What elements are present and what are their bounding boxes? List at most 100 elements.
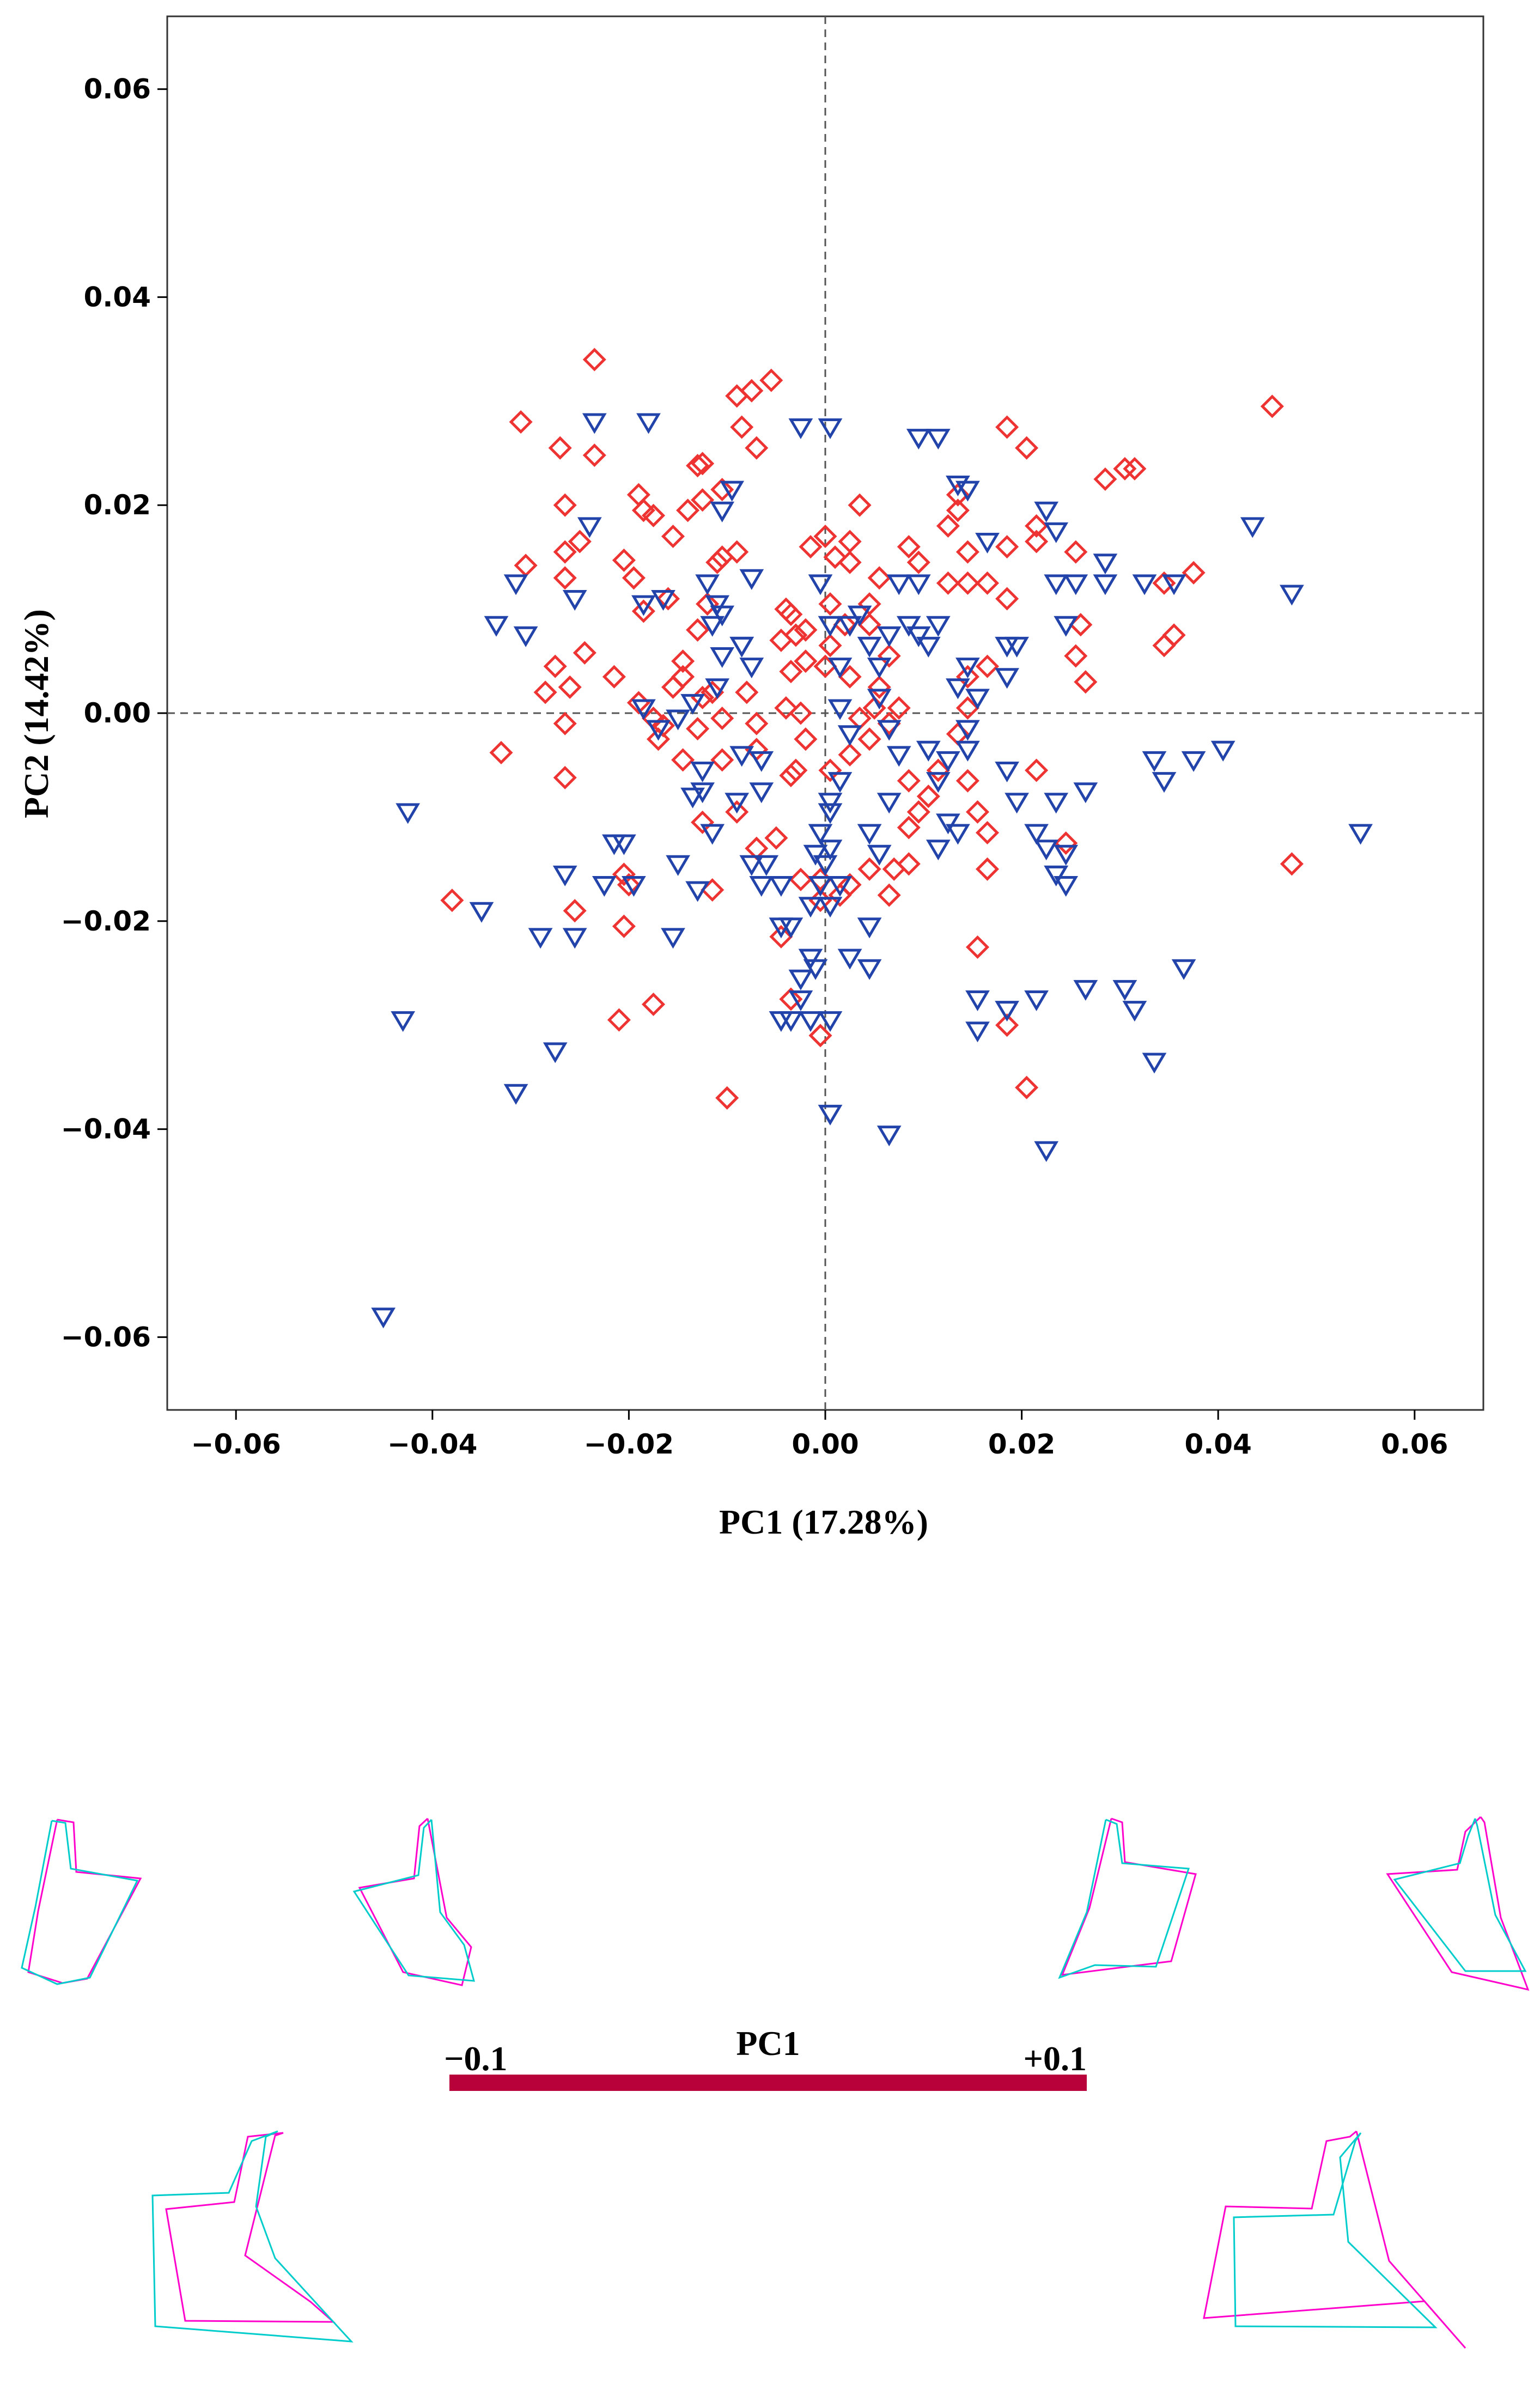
triangle-point (720, 481, 745, 502)
diamond-point (725, 800, 749, 824)
triangle-point (798, 1011, 823, 1032)
triangle-point (936, 751, 960, 772)
diamond-point (701, 680, 725, 704)
triangle-point (739, 569, 764, 590)
x-tick-label: 0.04 (1185, 1428, 1252, 1460)
triangle-point (484, 616, 509, 637)
triangle-point (1073, 980, 1098, 1001)
triangle-point (975, 533, 1000, 554)
diamond-point (975, 571, 1000, 595)
diamond-point (1015, 1075, 1039, 1099)
diamond-point (730, 415, 754, 439)
y-axis-ticks: 0.06 0.04 0.02 0.00 −0.02 −0.04 −0.06 (61, 74, 167, 1353)
x-axis-label: PC1 (17.28%) (719, 1503, 928, 1541)
triangle-point (906, 429, 931, 450)
diamond-point (916, 785, 940, 808)
diamond-point (828, 883, 852, 907)
diamond-point (553, 712, 577, 735)
pc1-bar-title: PC1 (736, 2024, 800, 2063)
triangle-point (562, 928, 587, 949)
triangle-point (1348, 824, 1373, 845)
triangle-point (955, 658, 980, 679)
diamond-point (857, 857, 881, 881)
diamond-point (789, 867, 813, 891)
triangle-point (1093, 574, 1118, 595)
triangle-point (857, 917, 882, 939)
triangle-point (936, 813, 960, 835)
diamond-point (661, 524, 685, 549)
shape-panel-top-left-1 (21, 1819, 142, 1985)
diamond-point (607, 1008, 631, 1032)
triangle-point (1024, 824, 1049, 845)
diamond-point (995, 1013, 1019, 1037)
diamond-point (710, 748, 734, 772)
triangle-point (700, 824, 725, 845)
triangle-point (1044, 574, 1069, 595)
triangle-point (1044, 522, 1069, 543)
diamond-point (622, 566, 646, 590)
diamond-point (1025, 758, 1049, 782)
series-triangle-down (371, 413, 1373, 1329)
diamond-point (995, 535, 1019, 559)
triangle-point (837, 948, 862, 970)
diamond-point (1064, 540, 1088, 564)
triangle-point (705, 595, 730, 616)
triangle-point (1005, 636, 1029, 658)
diamond-point (1064, 644, 1088, 668)
triangle-point (808, 824, 833, 845)
diamond-point (936, 514, 960, 538)
triangle-point (739, 658, 764, 679)
diamond-point (715, 1086, 739, 1110)
diamond-point (1123, 457, 1147, 481)
diamond-point (946, 498, 970, 522)
diamond-point (631, 599, 655, 623)
diamond-point (440, 889, 464, 913)
triangle-point (705, 678, 730, 700)
diamond-point (676, 498, 700, 522)
diamond-point (553, 566, 577, 590)
diamond-point (710, 706, 734, 731)
triangle-point (1005, 793, 1029, 814)
diamond-point (813, 524, 837, 549)
diamond-point (867, 566, 891, 590)
triangle-point (1280, 585, 1304, 606)
triangle-point (965, 990, 990, 1012)
x-tick-label: 0.00 (792, 1428, 859, 1460)
triangle-point (886, 746, 911, 767)
triangle-point (837, 725, 862, 746)
triangle-point (906, 574, 931, 595)
triangle-point (876, 793, 902, 814)
triangle-point (666, 709, 690, 731)
diamond-point (877, 644, 901, 668)
triangle-point (798, 948, 823, 970)
triangle-point (955, 481, 980, 502)
diamond-point (661, 675, 685, 699)
triangle-point (1161, 574, 1186, 595)
triangle-point (926, 429, 951, 450)
triangle-point (1171, 959, 1196, 980)
triangle-point (729, 746, 754, 767)
diamond-point (1182, 561, 1206, 585)
diamond-point (975, 654, 1000, 678)
diamond-point (1260, 394, 1284, 418)
triangle-point (562, 590, 587, 611)
triangle-point (946, 824, 970, 845)
triangle-point (1044, 793, 1069, 814)
triangle-point (646, 720, 671, 741)
diamond-point (641, 503, 666, 527)
diamond-point (582, 443, 606, 467)
diamond-point (745, 712, 769, 735)
diamond-point (857, 613, 881, 637)
y-axis-label: PC2 (14.42%) (17, 609, 56, 818)
triangle-point (690, 762, 715, 783)
triangle-point (754, 855, 779, 876)
shape-panel-bottom-right (1203, 2130, 1466, 2349)
diamond-point (548, 436, 572, 460)
diamond-point (646, 727, 671, 751)
triangle-point (946, 678, 970, 700)
triangle-point (867, 689, 892, 710)
diamond-point (553, 493, 577, 517)
triangle-point (995, 668, 1019, 689)
diamond-point (906, 550, 930, 574)
